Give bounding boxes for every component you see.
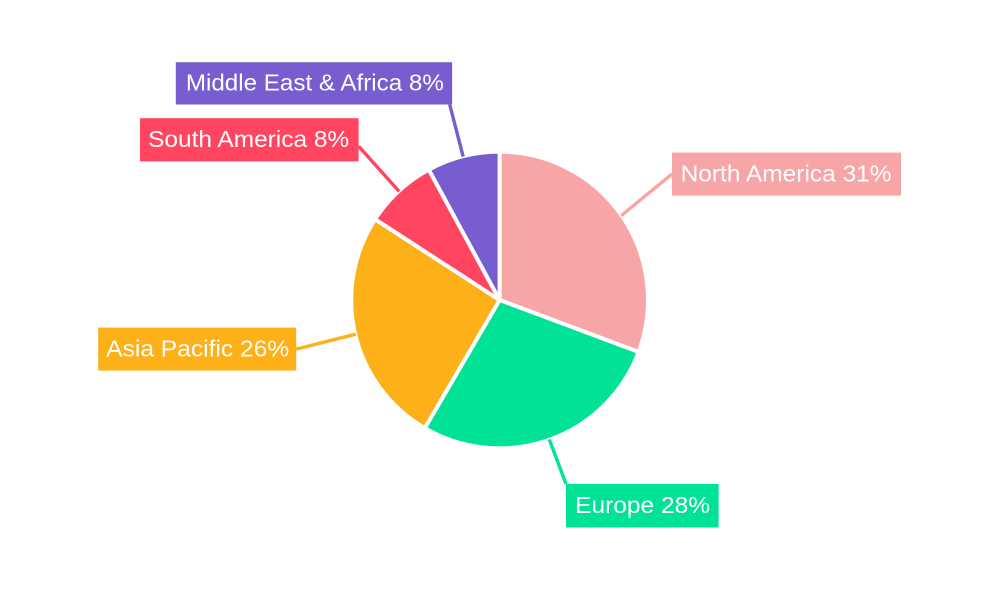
svg-text:South America 8%: South America 8% xyxy=(148,126,349,152)
svg-text:Europe 28%: Europe 28% xyxy=(575,492,710,518)
svg-text:North America 31%: North America 31% xyxy=(681,160,892,186)
svg-text:Middle East & Africa 8%: Middle East & Africa 8% xyxy=(186,70,444,96)
svg-text:Asia Pacific 26%: Asia Pacific 26% xyxy=(106,335,289,361)
